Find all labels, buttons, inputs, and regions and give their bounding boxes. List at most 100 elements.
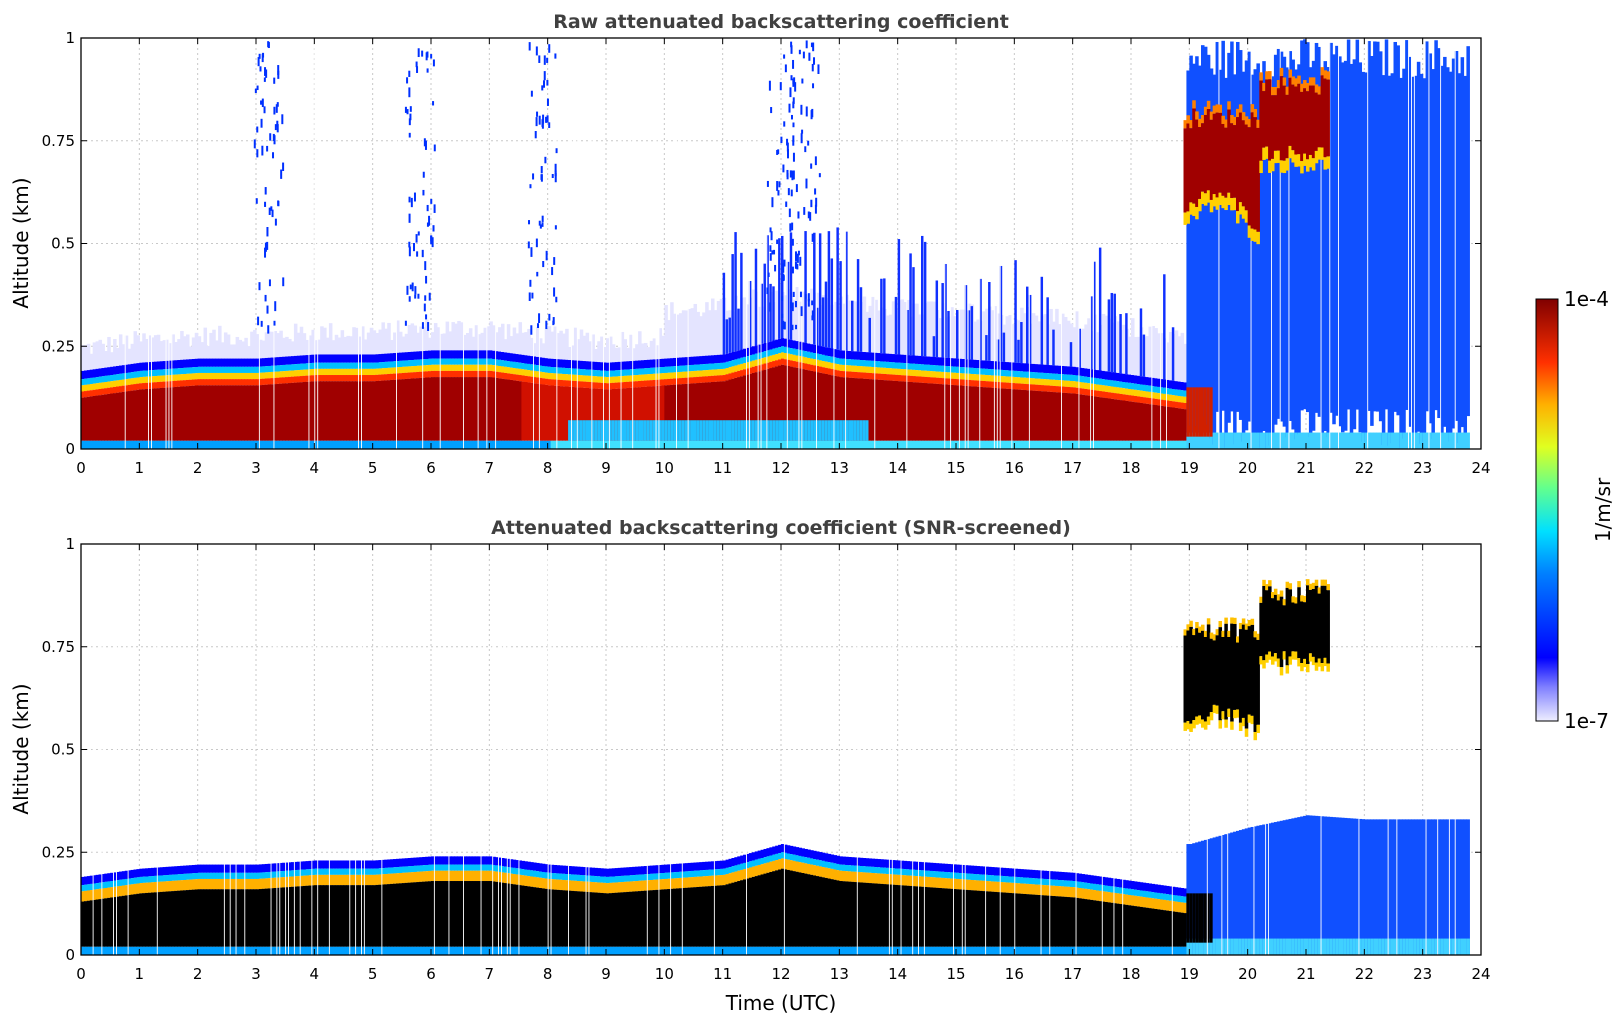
streak-cell	[796, 263, 799, 270]
bl-edge-cell	[1058, 386, 1062, 393]
bl-edge-cell	[941, 378, 945, 385]
bl-core-cell	[868, 379, 873, 441]
lower-cell	[687, 420, 692, 441]
bl-edge-cell	[1063, 374, 1068, 381]
streak-cell	[814, 188, 817, 195]
surface-cell	[285, 440, 289, 449]
bl-edge-cell	[229, 372, 234, 380]
bl-edge-cell	[509, 867, 514, 874]
bl-top-cell	[253, 864, 257, 873]
haze-cell	[681, 310, 686, 358]
evening-bl-cell	[1192, 387, 1196, 437]
bl-edge-cell	[273, 877, 278, 889]
streak-cell	[273, 77, 276, 84]
bl-top-cell	[442, 856, 447, 865]
screened-cell	[696, 886, 700, 947]
bl-core-cell	[428, 377, 432, 441]
bl-edge-cell	[533, 364, 537, 371]
bl-top-cell	[355, 354, 359, 363]
dropout-line	[760, 38, 762, 449]
streak-cell	[529, 184, 532, 189]
screened-cell	[457, 881, 461, 947]
surface-cell	[635, 946, 639, 955]
cloud-base-cell	[1201, 191, 1205, 204]
haze-cell	[929, 301, 934, 357]
haze-cell	[982, 311, 986, 361]
surface-cell	[285, 946, 289, 955]
bl-edge-cell	[340, 874, 345, 886]
bl-edge-cell	[358, 368, 362, 376]
screened-cell	[337, 885, 342, 947]
bl-core-cell	[538, 384, 543, 441]
screened-cell	[760, 874, 765, 947]
lower-cell	[664, 420, 668, 441]
bl-core-cell	[804, 369, 808, 441]
bl-edge-cell	[795, 855, 800, 862]
evening-surface-cell	[1297, 432, 1301, 449]
cloud-edge-cell	[1262, 82, 1266, 92]
dropout-line	[547, 544, 549, 955]
dropout-line	[363, 544, 365, 955]
bl-edge-cell	[1174, 389, 1179, 396]
bl-edge-cell	[337, 375, 342, 382]
lower-cell	[778, 420, 782, 441]
bl-edge-cell	[276, 377, 280, 384]
surface-cell	[722, 946, 727, 955]
surface-cell	[352, 440, 356, 449]
bl-core-cell	[352, 381, 356, 441]
lower-cell	[722, 420, 727, 441]
streak-cell	[410, 197, 413, 208]
bl-edge-cell	[635, 375, 639, 382]
cloud-core-cell	[1285, 94, 1290, 159]
bl-edge-cell	[302, 869, 307, 876]
bl-edge-cell	[635, 874, 639, 882]
bl-top-cell	[136, 869, 140, 878]
streak-cell	[273, 106, 276, 115]
bl-edge-cell	[1081, 382, 1085, 389]
bl-edge-cell	[1166, 394, 1170, 401]
screened-cell	[273, 888, 278, 947]
panel-raw-ylabel: Altitude (km)	[9, 177, 33, 308]
bl-top-cell	[186, 359, 190, 368]
evening-cell	[1203, 46, 1208, 417]
surface-cell	[288, 440, 292, 449]
dropout-line	[1090, 38, 1092, 449]
surface-cell	[1157, 440, 1161, 449]
bl-top-cell	[568, 866, 572, 875]
cloud-core-cell	[1241, 120, 1246, 207]
bl-core-cell	[848, 377, 852, 441]
streak-cell	[769, 253, 772, 261]
bl-top-cell	[713, 861, 718, 870]
plume-cell	[728, 317, 731, 353]
evening-cell	[1273, 54, 1278, 425]
haze-cell	[381, 322, 385, 354]
streak-cell	[811, 300, 814, 306]
bl-edge-cell	[480, 864, 485, 871]
evening-surface-cell	[1215, 432, 1220, 449]
bl-core-cell	[579, 387, 584, 441]
bl-edge-cell	[670, 372, 674, 379]
bl-top-cell	[139, 868, 143, 877]
cloud-core-cell	[1308, 85, 1313, 155]
bl-edge-cell	[649, 873, 654, 880]
bl-edge-cell	[740, 863, 744, 870]
lower-cell	[795, 420, 800, 441]
bl-edge-cell	[935, 365, 940, 372]
evening-cell	[1431, 69, 1435, 439]
haze-cell	[795, 286, 800, 342]
cloud-base-cell	[1195, 206, 1199, 220]
bl-top-cell	[1110, 372, 1115, 381]
lower-cell	[635, 420, 639, 441]
bl-edge-cell	[241, 878, 245, 890]
bl-core-cell	[1034, 390, 1039, 441]
screened-cell	[585, 891, 590, 947]
bl-edge-cell	[285, 876, 289, 888]
screened-cell	[235, 889, 240, 947]
surface-cell	[118, 440, 123, 449]
bl-top-cell	[681, 357, 686, 366]
evening-cell	[1341, 62, 1345, 433]
lower-cell	[708, 420, 712, 441]
screened-cell	[433, 881, 438, 947]
surface-cell	[407, 946, 412, 955]
surface-cell	[98, 946, 103, 955]
